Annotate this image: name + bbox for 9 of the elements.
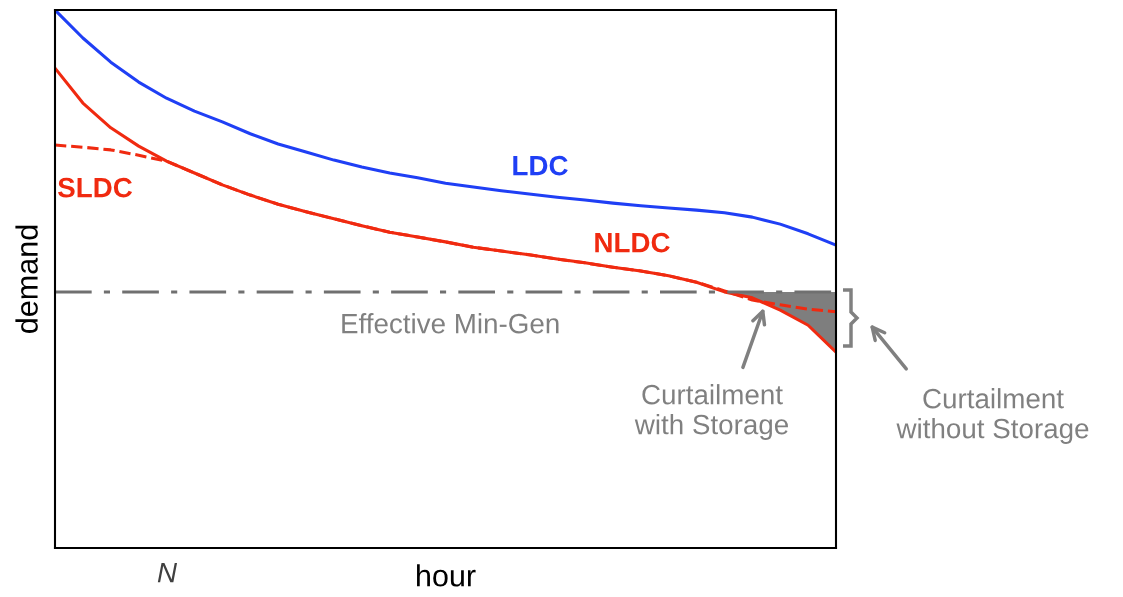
series-label: NLDC: [595, 232, 670, 253]
ref-line-label: Effective Min-Gen: [342, 313, 559, 334]
series-label: LDC: [513, 155, 568, 176]
text: N: [157, 563, 178, 583]
x-axis-title: hour: [417, 564, 476, 587]
y-axis-title: demand: [15, 225, 38, 333]
annotation: Curtailment with Storage: [634, 384, 788, 440]
text: Curtailment without Storage: [896, 388, 1089, 444]
series-label: SLDC: [57, 177, 133, 198]
